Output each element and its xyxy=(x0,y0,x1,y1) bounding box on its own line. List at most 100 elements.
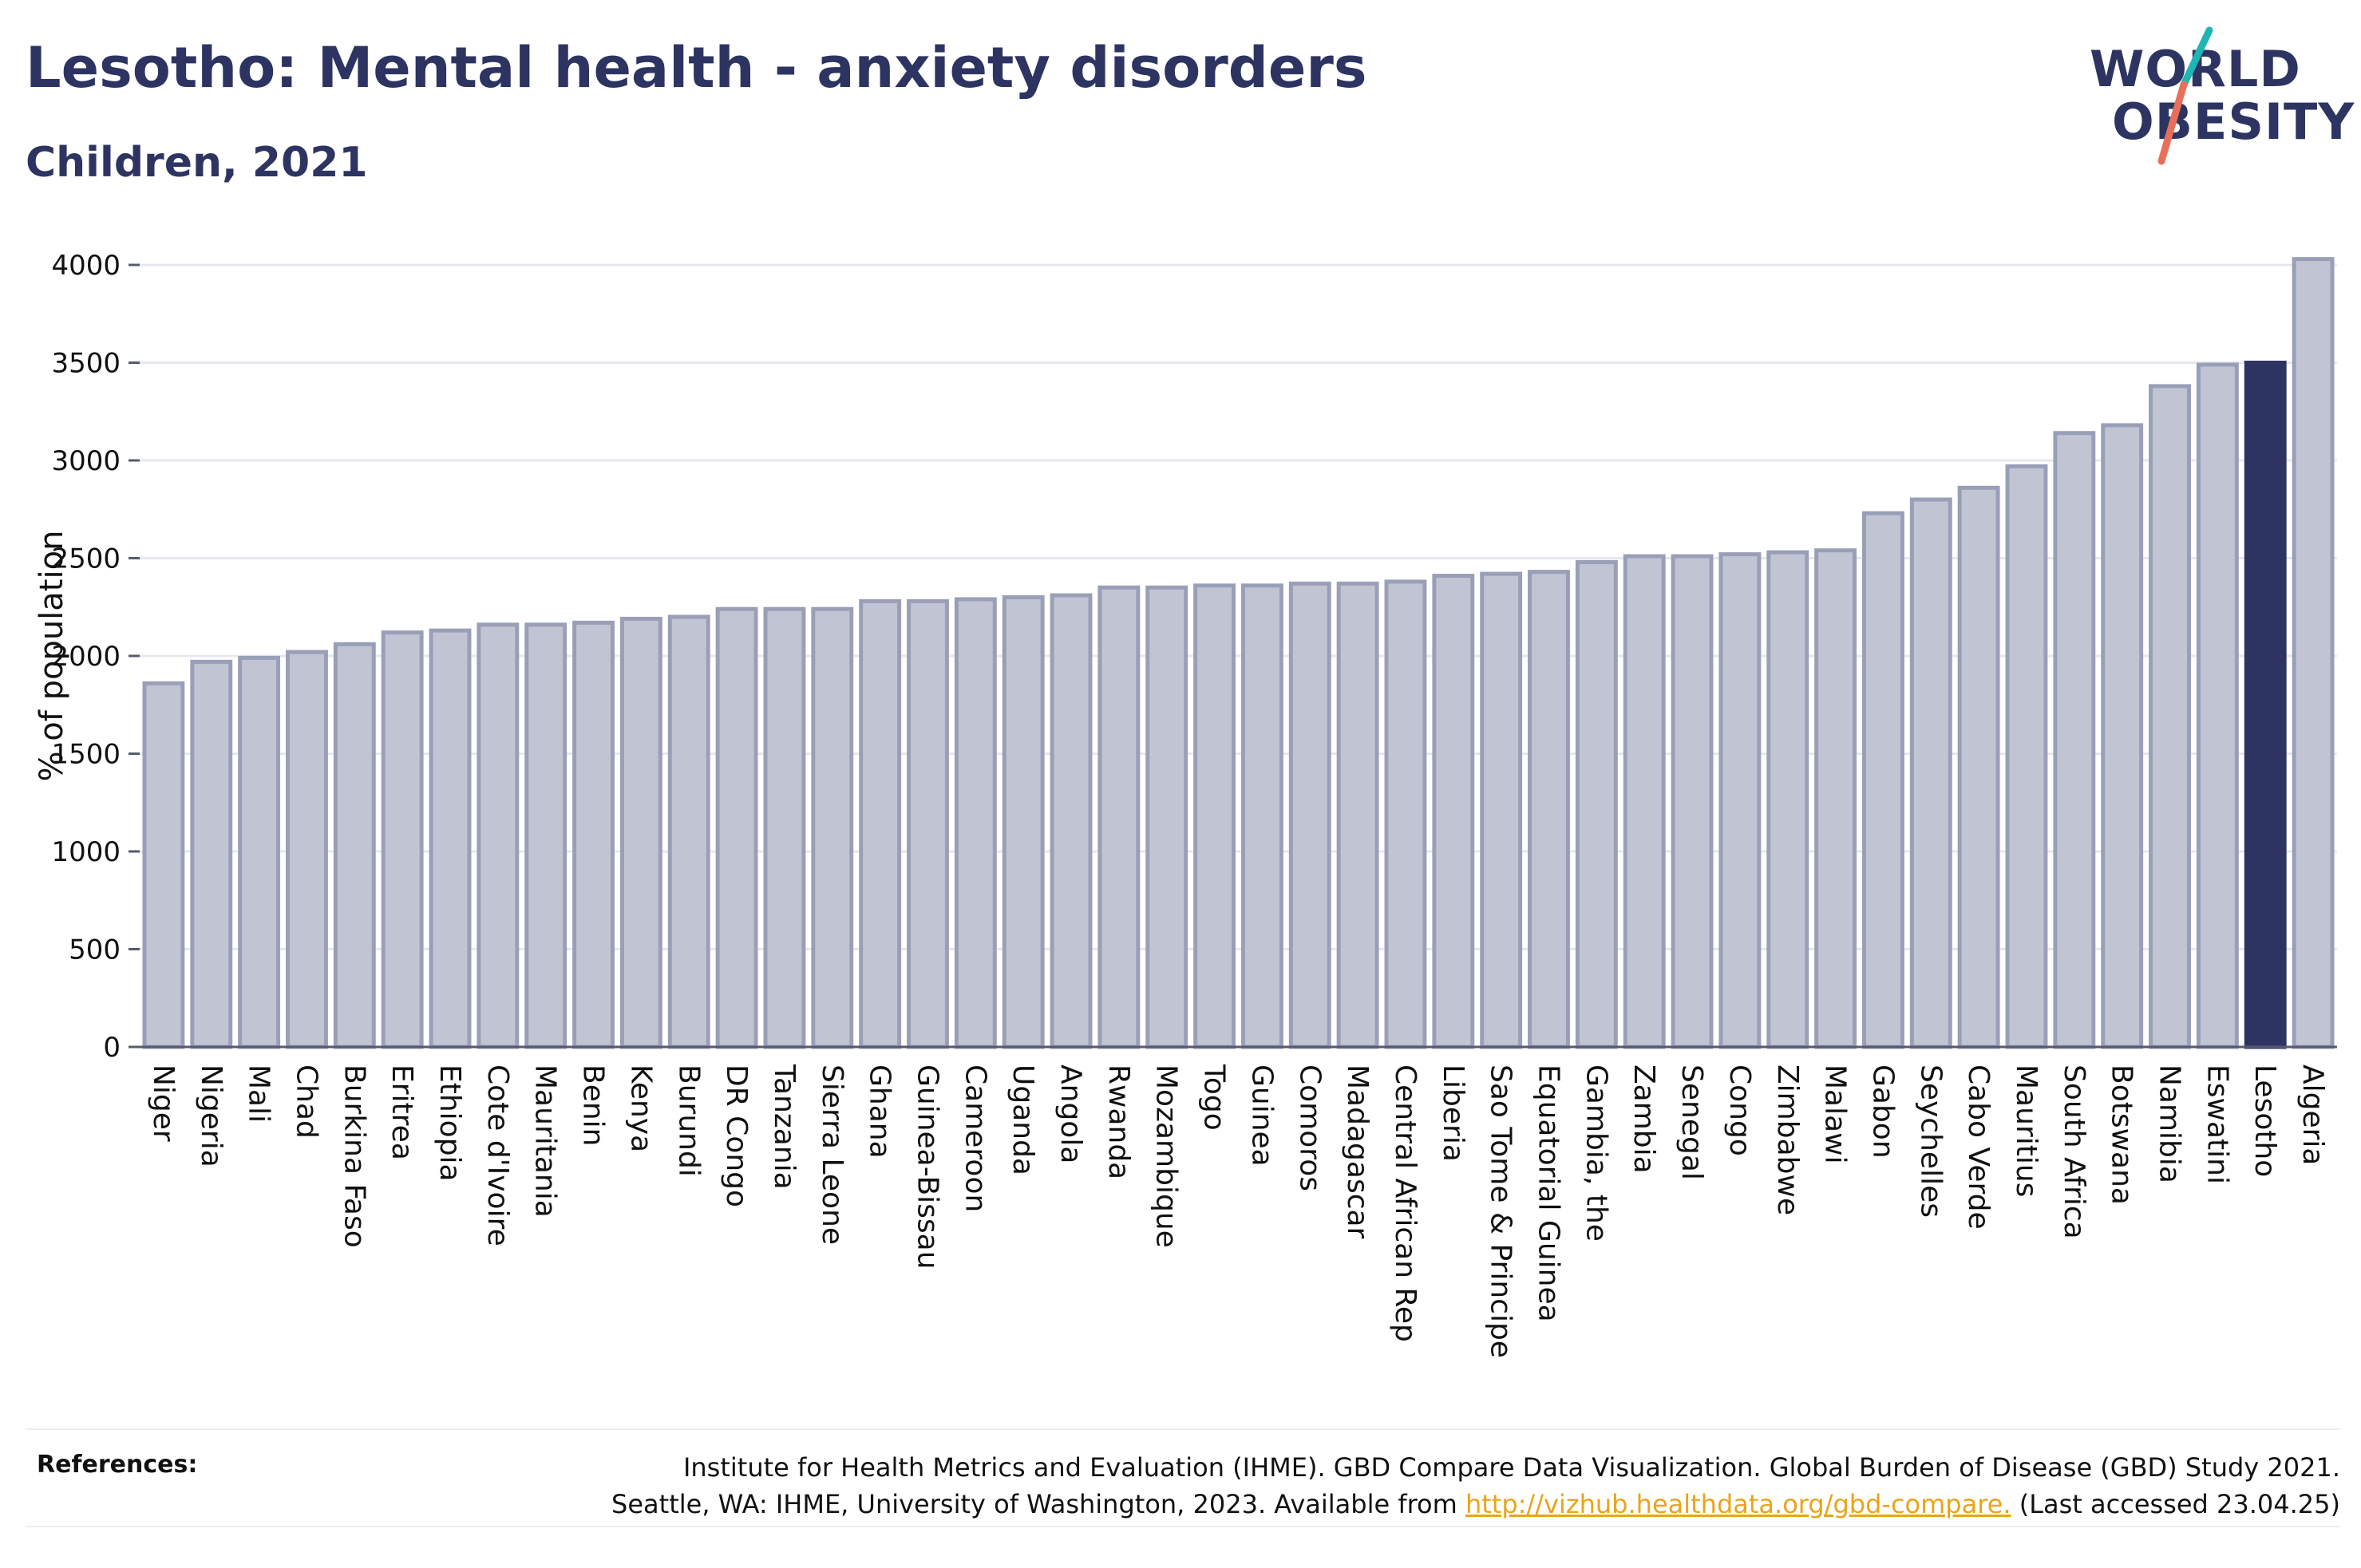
bar-sao-tome-principe xyxy=(1480,571,1523,1049)
x-tick-label: Mali xyxy=(243,1064,275,1123)
bar-central-african-rep xyxy=(1384,579,1427,1049)
bar-uganda xyxy=(1002,595,1045,1049)
bar-botswana xyxy=(2101,423,2144,1049)
x-tick-label: Uganda xyxy=(1006,1064,1039,1175)
bar-burkina-faso xyxy=(333,642,376,1049)
x-tick-label: Liberia xyxy=(1437,1064,1469,1162)
x-tick-label: Malawi xyxy=(1819,1064,1852,1164)
x-tick-label: Mauritania xyxy=(529,1064,562,1218)
x-tick-label: Algeria xyxy=(2296,1064,2329,1166)
x-tick-label: Niger xyxy=(147,1064,180,1142)
bar-cabo-verde xyxy=(1957,485,2000,1049)
bar-zambia xyxy=(1623,554,1666,1049)
x-tick-label: Congo xyxy=(1723,1064,1756,1156)
x-tick-label: South Africa xyxy=(2058,1064,2090,1239)
bar-guinea-bissau xyxy=(907,598,949,1049)
references-panel: References: Institute for Health Metrics… xyxy=(26,1428,2340,1527)
x-tick-label: Cameroon xyxy=(959,1064,991,1212)
bar-rwanda xyxy=(1097,585,1141,1049)
x-tick-label: Tanzania xyxy=(768,1064,801,1190)
x-tick-label: Eswatini xyxy=(2201,1064,2233,1184)
x-tick-label: Madagascar xyxy=(1341,1064,1374,1239)
bar-lesotho xyxy=(2244,361,2287,1049)
x-tick-label: Togo xyxy=(1198,1064,1231,1131)
x-tick-label: Botswana xyxy=(2106,1064,2138,1205)
x-tick-label: Eritrea xyxy=(386,1064,418,1160)
bar-dr-congo xyxy=(715,606,758,1049)
y-axis-title: % of population xyxy=(34,531,70,782)
bar-kenya xyxy=(619,616,662,1049)
chart-title: Lesotho: Mental health - anxiety disorde… xyxy=(26,35,1367,101)
x-tick-label: Equatorial Guinea xyxy=(1532,1064,1565,1322)
x-tick-label: Zimbabwe xyxy=(1771,1064,1804,1215)
x-tick-label: Nigeria xyxy=(195,1064,227,1167)
bar-guinea xyxy=(1240,583,1283,1049)
bar-ghana xyxy=(859,598,902,1049)
x-tick-label: Rwanda xyxy=(1102,1064,1135,1179)
references-text: Institute for Health Metrics and Evaluat… xyxy=(611,1449,2340,1523)
x-tick-label: Senegal xyxy=(1675,1064,1708,1180)
bar-ethiopia xyxy=(429,628,472,1049)
bar-nigeria xyxy=(190,659,233,1049)
references-line2-pre: Seattle, WA: IHME, University of Washing… xyxy=(611,1489,1457,1519)
x-tick-label: Mauritius xyxy=(2010,1064,2043,1197)
bar-madagascar xyxy=(1336,581,1379,1049)
references-line2: Seattle, WA: IHME, University of Washing… xyxy=(611,1486,2340,1523)
x-tick-label: Sierra Leone xyxy=(816,1064,848,1245)
references-label: References: xyxy=(37,1451,198,1479)
bar-burundi xyxy=(667,614,710,1049)
x-tick-label: Comoros xyxy=(1293,1064,1326,1191)
bar-namibia xyxy=(2149,384,2191,1049)
x-tick-label: Sao Tome & Principe xyxy=(1485,1064,1517,1358)
references-line2-post: (Last accessed 23.04.25) xyxy=(2019,1489,2340,1519)
x-tick-label: Angola xyxy=(1054,1064,1087,1163)
x-tick-label: Burkina Faso xyxy=(338,1064,370,1248)
bar-cote-d-ivoire xyxy=(477,622,520,1049)
y-tick-label: 3000 xyxy=(51,445,121,477)
y-tick-label: 2000 xyxy=(51,641,121,673)
x-tick-label: Gabon xyxy=(1866,1064,1899,1159)
bar-seychelles xyxy=(1909,497,1952,1049)
x-tick-label: Gambia, the xyxy=(1580,1064,1612,1242)
chart-subtitle: Children, 2021 xyxy=(26,139,368,187)
x-tick-label: Cote d'Ivoire xyxy=(481,1064,514,1246)
logo-slash-icon xyxy=(2157,26,2213,165)
bar-liberia xyxy=(1432,574,1475,1049)
x-tick-label: Ghana xyxy=(864,1064,896,1159)
x-tick-label: Guinea xyxy=(1245,1064,1278,1167)
bar-mali xyxy=(238,655,281,1049)
bar-mauritius xyxy=(2005,464,2048,1049)
x-tick-label: Ethiopia xyxy=(433,1064,466,1182)
y-tick-label: 4000 xyxy=(51,250,121,282)
y-tick-label: 2500 xyxy=(51,543,121,575)
references-line1: Institute for Health Metrics and Evaluat… xyxy=(682,1452,2340,1483)
bar-gambia-the xyxy=(1575,559,1618,1049)
world-obesity-logo: WORLD OBESITY xyxy=(2082,16,2354,176)
bar-cameroon xyxy=(954,597,997,1049)
x-tick-label: Burundi xyxy=(672,1064,705,1177)
bar-chart: 0 500 1000 1500 2000 2500 3000 3500 4000 % of pop… xyxy=(34,250,2337,1358)
y-tick-label: 500 xyxy=(69,934,121,966)
bar-togo xyxy=(1193,583,1236,1049)
bar-mozambique xyxy=(1145,585,1188,1049)
bar-equatorial-guinea xyxy=(1528,570,1570,1049)
bar-senegal xyxy=(1671,554,1714,1049)
bar-south-africa xyxy=(2053,431,2096,1049)
bar-niger xyxy=(142,681,185,1049)
x-tick-label: Guinea-Bissau xyxy=(911,1064,943,1270)
bar-angola xyxy=(1050,593,1093,1049)
bar-congo xyxy=(1718,552,1762,1049)
bar-malawi xyxy=(1814,548,1857,1049)
x-tick-label: DR Congo xyxy=(720,1064,753,1207)
x-tick-label: Zambia xyxy=(1627,1064,1660,1174)
bar-gabon xyxy=(1862,511,1904,1049)
x-tick-label: Central African Rep xyxy=(1389,1064,1422,1342)
x-tick-label: Cabo Verde xyxy=(1962,1064,1995,1230)
references-link[interactable]: http://vizhub.healthdata.org/gbd-compare… xyxy=(1465,1489,2011,1519)
x-tick-label: Kenya xyxy=(624,1064,657,1152)
y-tick-label: 1500 xyxy=(51,739,121,771)
bar-benin xyxy=(572,620,615,1049)
bar-comoros xyxy=(1288,581,1331,1049)
x-tick-label: Mozambique xyxy=(1150,1064,1183,1248)
bar-algeria xyxy=(2292,257,2335,1049)
